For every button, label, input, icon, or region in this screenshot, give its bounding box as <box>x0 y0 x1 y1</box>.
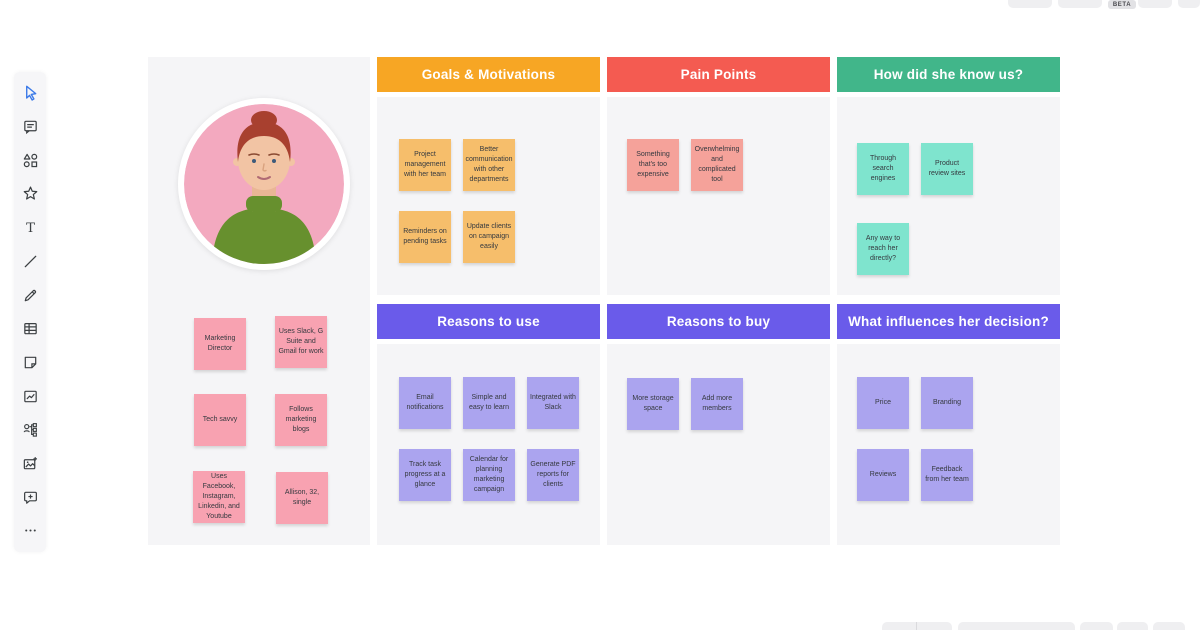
sticky-note[interactable]: Reviews <box>857 449 909 501</box>
sticky-note[interactable]: Simple and easy to learn <box>463 377 515 429</box>
persona-avatar[interactable] <box>178 98 350 270</box>
cursor-icon <box>22 84 39 102</box>
chart-icon <box>22 388 39 405</box>
tool-star[interactable] <box>17 181 43 207</box>
top-bar-button[interactable] <box>1178 0 1200 8</box>
sticky-note[interactable]: Better communication with other departme… <box>463 139 515 191</box>
comment-plus-icon <box>22 489 39 506</box>
bottom-bar-button[interactable] <box>1117 622 1148 630</box>
sticky-note[interactable]: Through search engines <box>857 143 909 195</box>
tool-text[interactable]: T <box>17 215 43 241</box>
persona-portrait-illustration <box>184 104 344 264</box>
section-header-goals[interactable]: Goals & Motivations <box>377 57 600 92</box>
ellipsis-icon <box>22 522 39 539</box>
section-header-influences[interactable]: What influences her decision? <box>837 304 1060 339</box>
table-icon <box>22 320 39 337</box>
sticky-note[interactable]: Uses Facebook, Instagram, Linkedin, and … <box>193 471 245 523</box>
section-body-goals <box>377 97 600 295</box>
sticky-note[interactable]: Email notifications <box>399 377 451 429</box>
sticky-note[interactable]: Update clients on campaign easily <box>463 211 515 263</box>
sticky-note[interactable]: Branding <box>921 377 973 429</box>
section-body-influences <box>837 344 1060 545</box>
top-bar-button[interactable] <box>1138 0 1172 8</box>
tools-sidebar: T <box>14 72 46 552</box>
sticky-note[interactable]: Integrated with Slack <box>527 377 579 429</box>
sticky-note[interactable]: Tech savvy <box>194 394 246 446</box>
sticky-note[interactable]: Uses Slack, G Suite and Gmail for work <box>275 316 327 368</box>
tool-line[interactable] <box>17 248 43 274</box>
sticky-note[interactable]: Something that's too expensive <box>627 139 679 191</box>
image-plus-icon <box>22 455 39 472</box>
tool-chart[interactable] <box>17 383 43 409</box>
tool-select[interactable] <box>17 80 43 106</box>
sticky-note[interactable]: Track task progress at a glance <box>399 449 451 501</box>
sticky-note[interactable]: Price <box>857 377 909 429</box>
sticky-note[interactable]: Project management with her team <box>399 139 451 191</box>
section-header-pain-points[interactable]: Pain Points <box>607 57 830 92</box>
sticky-note[interactable]: Follows marketing blogs <box>275 394 327 446</box>
sticky-note-icon <box>22 354 39 371</box>
sticky-note[interactable]: Product review sites <box>921 143 973 195</box>
tool-shapes[interactable] <box>17 147 43 173</box>
sticky-note[interactable]: Any way to reach her directly? <box>857 223 909 275</box>
frame-icon <box>22 118 39 135</box>
bottom-bar-button[interactable] <box>1153 622 1185 630</box>
section-header-reasons-buy[interactable]: Reasons to buy <box>607 304 830 339</box>
section-body-reasons-buy <box>607 344 830 545</box>
tool-mindmap[interactable] <box>17 417 43 443</box>
beta-badge: BETA <box>1108 0 1136 9</box>
top-bar-button[interactable] <box>1008 0 1052 8</box>
pencil-icon <box>22 287 39 304</box>
tool-add-comment[interactable] <box>17 484 43 510</box>
star-icon <box>22 185 39 202</box>
shapes-icon <box>22 152 39 169</box>
sticky-note[interactable]: Calendar for planning marketing campaign <box>463 449 515 501</box>
section-header-know-us[interactable]: How did she know us? <box>837 57 1060 92</box>
divider <box>916 622 917 630</box>
sticky-note[interactable]: More storage space <box>627 378 679 430</box>
svg-text:T: T <box>26 221 35 236</box>
section-body-reasons-use <box>377 344 600 545</box>
section-header-reasons-use[interactable]: Reasons to use <box>377 304 600 339</box>
tool-sticky-note[interactable] <box>17 349 43 375</box>
sticky-note[interactable]: Overwhelming and complicated tool <box>691 139 743 191</box>
tool-add-image[interactable] <box>17 451 43 477</box>
bottom-bar-button[interactable] <box>958 622 1075 630</box>
sticky-note[interactable]: Generate PDF reports for clients <box>527 449 579 501</box>
sticky-note[interactable]: Allison, 32, single <box>276 472 328 524</box>
text-icon: T <box>22 219 39 236</box>
tool-more[interactable] <box>17 518 43 544</box>
sticky-note[interactable]: Feedback from her team <box>921 449 973 501</box>
sticky-note[interactable]: Marketing Director <box>194 318 246 370</box>
tool-pen[interactable] <box>17 282 43 308</box>
section-body-pain-points <box>607 97 830 295</box>
tool-table[interactable] <box>17 316 43 342</box>
line-icon <box>22 253 39 270</box>
mindmap-icon <box>22 421 39 438</box>
bottom-bar-button[interactable] <box>882 622 952 630</box>
sticky-note[interactable]: Add more members <box>691 378 743 430</box>
bottom-bar-button[interactable] <box>1080 622 1113 630</box>
tool-frame[interactable] <box>17 114 43 140</box>
sticky-note[interactable]: Reminders on pending tasks <box>399 211 451 263</box>
top-bar-button[interactable] <box>1058 0 1102 8</box>
